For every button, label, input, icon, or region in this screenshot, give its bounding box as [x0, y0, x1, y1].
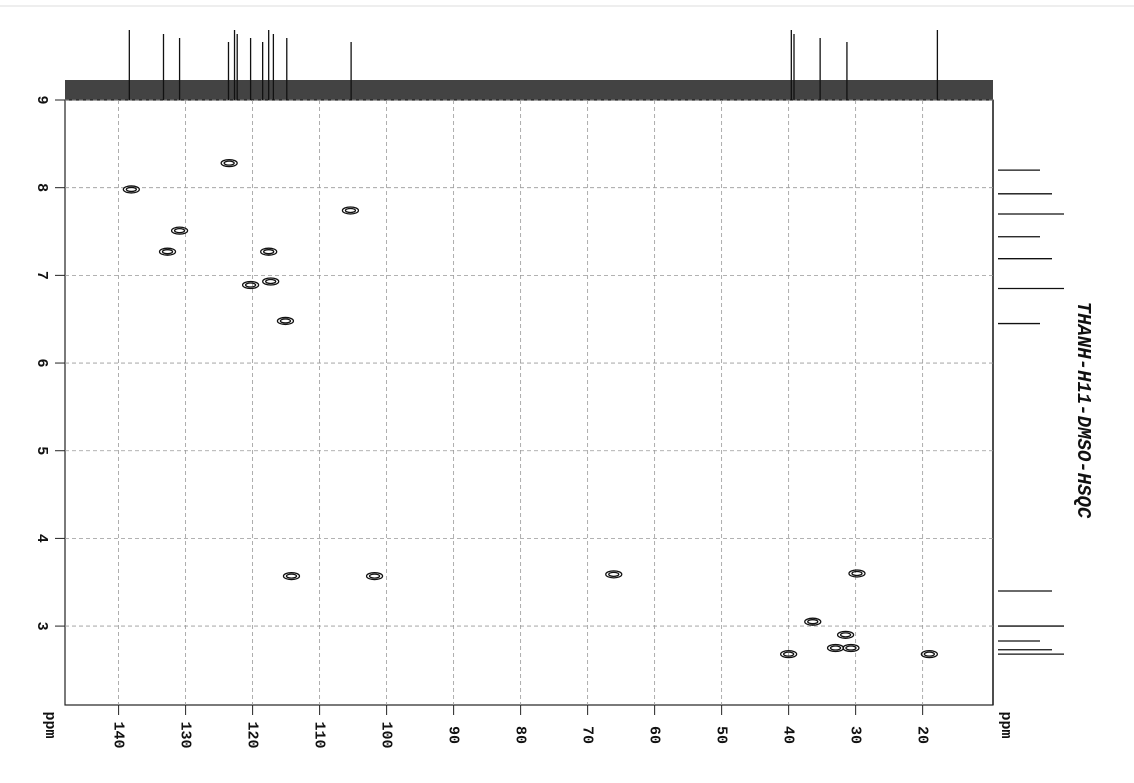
x-tick-label: 70 [579, 726, 596, 744]
y-tick-label: 8 [33, 183, 50, 192]
cross-peak [779, 649, 798, 659]
cross-peak [341, 206, 360, 215]
y-tick-label: 7 [33, 271, 50, 280]
contour [368, 573, 381, 579]
cross-peak [836, 630, 855, 640]
contour [344, 207, 357, 214]
y-tick-label: 3 [33, 622, 50, 631]
x-tick-label: 100 [378, 721, 395, 748]
cross-peak [220, 158, 238, 168]
contour [804, 617, 822, 626]
cross-peak [262, 277, 280, 286]
contour [161, 249, 174, 255]
contour [608, 571, 620, 578]
chart-title: THANH-H11-DMSO-HSQC [1072, 302, 1094, 519]
cross-peak [848, 569, 866, 578]
cross-peak [920, 649, 938, 659]
x-tick-label: 140 [110, 721, 127, 748]
contour [920, 649, 938, 659]
contour [842, 643, 860, 653]
contour [244, 282, 257, 288]
contour [260, 247, 278, 256]
y-tick-label: 6 [33, 359, 50, 368]
cross-peak [158, 247, 177, 256]
cross-peak [282, 571, 301, 581]
contour [285, 573, 298, 579]
cross-peak [122, 185, 140, 194]
x-tick-label: 110 [311, 721, 328, 748]
contour [262, 277, 280, 286]
contour [158, 247, 177, 256]
contour [170, 226, 189, 235]
contour [836, 630, 855, 640]
x-tick-label: 20 [914, 726, 931, 744]
contour [779, 649, 798, 659]
contour [241, 280, 260, 290]
y-tick-label: 5 [33, 446, 50, 455]
plot-frame [64, 99, 994, 706]
contour [807, 619, 819, 625]
contour [220, 158, 238, 168]
x-tick-label: 130 [177, 721, 194, 748]
contour [341, 206, 360, 215]
x-tick-label: 40 [780, 726, 797, 744]
y-tick-label: 9 [33, 95, 50, 104]
x-tick-label: 120 [244, 721, 261, 748]
y-tick-label: 4 [33, 534, 50, 543]
contour [782, 651, 795, 657]
contour [851, 570, 863, 577]
cross-peak [365, 571, 384, 581]
contour [923, 651, 935, 657]
contour [173, 227, 186, 234]
cross-peak [170, 226, 189, 235]
cross-peak [241, 280, 260, 290]
cross-peak [276, 316, 295, 326]
x-tick-label: 90 [445, 726, 462, 744]
cross-peak [260, 247, 278, 256]
contour [845, 645, 857, 651]
x-tick-label: 30 [847, 726, 864, 744]
x-axis-label: ppm [41, 711, 58, 738]
cross-peak [605, 570, 623, 579]
contour [365, 571, 384, 581]
x-tick-label: 60 [646, 726, 663, 744]
x-tick-label: 50 [713, 726, 730, 744]
contour [263, 249, 275, 255]
contour [829, 645, 842, 651]
contour [839, 632, 852, 638]
cross-peak [842, 643, 860, 653]
cross-peak [826, 643, 845, 653]
contour [605, 570, 623, 579]
noise-band [65, 80, 993, 100]
cross-peak [804, 617, 822, 626]
contour [122, 185, 140, 194]
contour [276, 316, 295, 326]
contour [282, 571, 301, 581]
contour [848, 569, 866, 578]
contour [223, 160, 235, 166]
x-tick-label: 80 [512, 726, 529, 744]
contour [125, 186, 137, 193]
contour [265, 278, 277, 285]
contour [279, 318, 292, 324]
y-axis-label: ppm [997, 711, 1014, 738]
